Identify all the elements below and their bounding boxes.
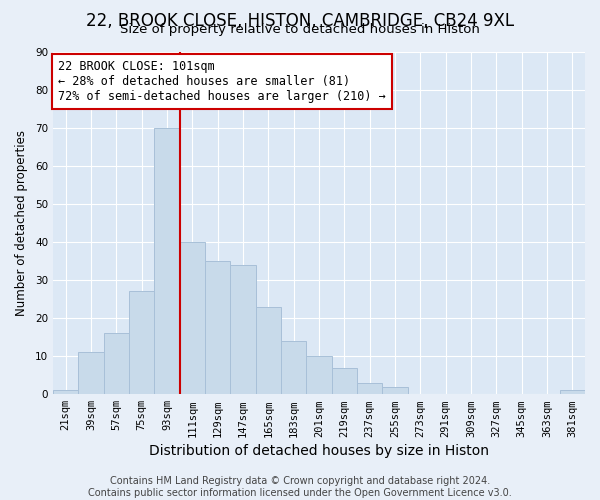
Bar [357,383,382,394]
Text: 22 BROOK CLOSE: 101sqm
← 28% of detached houses are smaller (81)
72% of semi-det: 22 BROOK CLOSE: 101sqm ← 28% of detached… [58,60,386,103]
Bar [154,128,179,394]
Bar [53,390,78,394]
Y-axis label: Number of detached properties: Number of detached properties [15,130,28,316]
Bar [256,306,281,394]
Text: Contains HM Land Registry data © Crown copyright and database right 2024.
Contai: Contains HM Land Registry data © Crown c… [88,476,512,498]
Bar [129,292,154,394]
Bar [230,264,256,394]
Text: 22, BROOK CLOSE, HISTON, CAMBRIDGE, CB24 9XL: 22, BROOK CLOSE, HISTON, CAMBRIDGE, CB24… [86,12,514,30]
Bar [382,386,407,394]
Bar [281,341,306,394]
Bar [78,352,104,394]
Bar [179,242,205,394]
Bar [205,261,230,394]
Bar [306,356,332,394]
Text: Size of property relative to detached houses in Histon: Size of property relative to detached ho… [120,22,480,36]
Bar [332,368,357,394]
Bar [560,390,585,394]
Bar [104,334,129,394]
X-axis label: Distribution of detached houses by size in Histon: Distribution of detached houses by size … [149,444,489,458]
